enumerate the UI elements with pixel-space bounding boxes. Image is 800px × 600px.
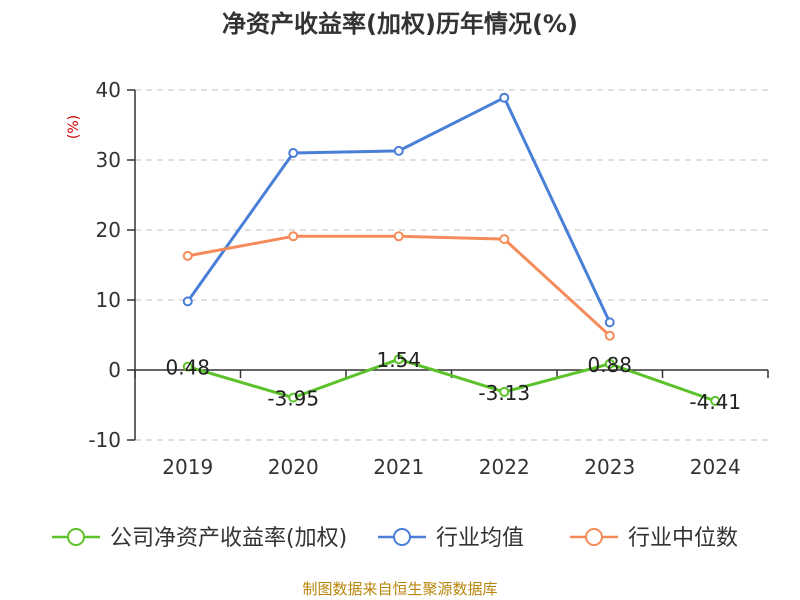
x-tick-label: 2021 xyxy=(373,455,424,479)
data-point xyxy=(499,386,510,397)
data-labels: 0.48 -3.95 1.54 -3.13 0.88 -4.41 xyxy=(165,348,741,414)
x-tick-label: 2019 xyxy=(162,455,213,479)
legend-label: 公司净资产收益率(加权) xyxy=(110,526,347,551)
y-tick-label: 10 xyxy=(96,288,121,312)
data-point xyxy=(288,392,299,403)
data-point xyxy=(710,395,721,406)
chart-title: 净资产收益率(加权)历年情况(%) xyxy=(222,10,578,38)
data-point xyxy=(288,148,299,158)
data-label: -3.13 xyxy=(478,381,530,405)
data-point xyxy=(604,330,615,341)
axes: -10 0 10 20 30 40 2019 2020 2021 2022 2023 2024 xyxy=(88,78,769,479)
y-tick-label: 0 xyxy=(108,358,121,382)
data-label: 0.48 xyxy=(165,356,210,380)
data-point xyxy=(393,145,404,156)
data-label: -4.41 xyxy=(689,390,741,414)
x-tick-label: 2022 xyxy=(479,455,530,479)
x-tick-label: 2020 xyxy=(268,455,319,479)
series-line xyxy=(187,234,611,337)
data-point xyxy=(499,234,510,245)
legend-label: 行业均值 xyxy=(436,526,524,551)
legend-marker xyxy=(67,528,85,546)
data-point xyxy=(182,296,193,307)
data-point xyxy=(499,92,510,103)
y-tick-label: 40 xyxy=(96,78,121,102)
source-note: 制图数据来自恒生聚源数据库 xyxy=(302,580,497,598)
series-lines xyxy=(182,92,721,406)
legend-marker xyxy=(393,528,411,546)
series-line xyxy=(186,96,612,324)
data-label: -3.95 xyxy=(267,387,319,411)
data-label: 1.54 xyxy=(376,348,421,372)
data-point xyxy=(393,354,404,365)
legend-label: 行业中位数 xyxy=(628,526,738,551)
data-point xyxy=(604,358,615,369)
y-tick-label: 20 xyxy=(96,218,121,242)
legend: 公司净资产收益率(加权) 行业均值 行业中位数 xyxy=(52,526,738,551)
data-point xyxy=(288,231,299,242)
y-axis-unit: (%) xyxy=(66,115,82,139)
data-point xyxy=(393,231,404,242)
data-point xyxy=(182,250,193,261)
x-tick-label: 2023 xyxy=(584,455,635,479)
data-point xyxy=(182,361,193,372)
y-tick-label: 30 xyxy=(96,148,121,172)
legend-marker xyxy=(585,528,603,546)
data-label: 0.88 xyxy=(587,353,632,377)
x-tick-label: 2024 xyxy=(690,455,741,479)
data-point xyxy=(604,317,615,328)
series-line xyxy=(187,357,716,403)
y-tick-label: -10 xyxy=(88,428,121,452)
